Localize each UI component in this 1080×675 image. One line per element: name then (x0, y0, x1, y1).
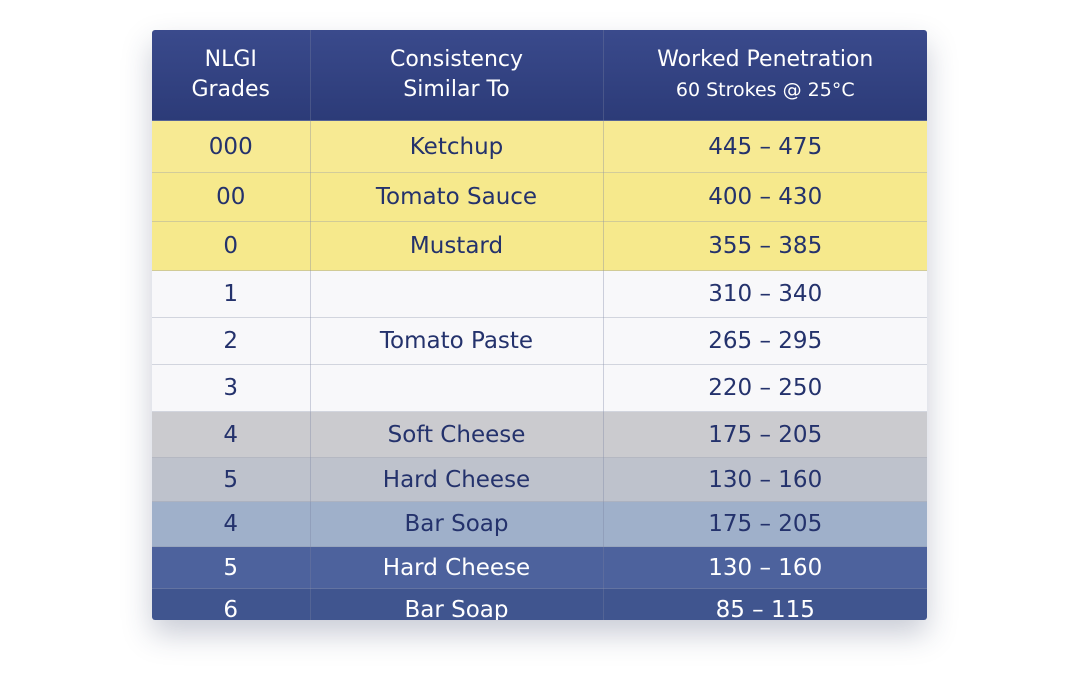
row: 000 Ketchup 445 – 475 (152, 120, 927, 173)
cell: 130 – 160 (603, 546, 927, 589)
cell: 5 (152, 546, 311, 589)
cell: Ketchup (310, 120, 604, 173)
row: 2 Tomato Paste 265 – 295 (152, 317, 927, 365)
header-text: Similar To (403, 77, 510, 102)
cell: 175 – 205 (603, 411, 927, 458)
cell: 400 – 430 (603, 172, 927, 222)
cell: 3 (152, 364, 311, 412)
header-text: Grades (191, 77, 271, 102)
row: 3 220 – 250 (152, 364, 927, 412)
cell: 175 – 205 (603, 501, 927, 547)
cell: 00 (152, 172, 311, 222)
header-text: NLGI (204, 47, 257, 72)
cell: Hard Cheese (310, 546, 604, 589)
cell: Mustard (310, 221, 604, 271)
cell: 355 – 385 (603, 221, 927, 271)
header-row: NLGI Grades Consistency Similar To Worked … (152, 30, 927, 121)
row: 4 Bar Soap 175 – 205 (152, 501, 927, 547)
cell: 4 (152, 411, 311, 458)
cell: 85 – 115 (603, 588, 927, 620)
row: 0 Mustard 355 – 385 (152, 221, 927, 271)
row: 1 310 – 340 (152, 270, 927, 318)
cell: Bar Soap (310, 501, 604, 547)
cell: 130 – 160 (603, 457, 927, 502)
cell: Bar Soap (310, 588, 604, 620)
cell: 4 (152, 501, 311, 547)
header-cell: Consistency Similar To (310, 30, 604, 121)
cell: 000 (152, 120, 311, 173)
empty-cell (310, 364, 604, 412)
table-card: NLGI Grades Consistency Similar To Worked … (152, 30, 927, 620)
header-subtext: 60 Strokes @ 25°C (675, 79, 855, 101)
cell: 310 – 340 (603, 270, 927, 318)
cell: 1 (152, 270, 311, 318)
header-cell: Worked Penetration 60 Strokes @ 25°C (603, 30, 927, 121)
cell: 220 – 250 (603, 364, 927, 412)
cell: Tomato Paste (310, 317, 604, 365)
row: 5 Hard Cheese 130 – 160 (152, 546, 927, 589)
header-text: Worked Penetration (657, 47, 874, 72)
row: 5 Hard Cheese 130 – 160 (152, 457, 927, 502)
header-text: Consistency (389, 47, 524, 72)
empty-cell (310, 270, 604, 318)
cell: Soft Cheese (310, 411, 604, 458)
cell: 265 – 295 (603, 317, 927, 365)
header-cell: NLGI Grades (152, 30, 311, 121)
cell: 6 (152, 588, 311, 620)
row: 00 Tomato Sauce 400 – 430 (152, 172, 927, 222)
row: 4 Soft Cheese 175 – 205 (152, 411, 927, 458)
cell: 2 (152, 317, 311, 365)
cell: 0 (152, 221, 311, 271)
cell: 5 (152, 457, 311, 502)
row: 6 Bar Soap 85 – 115 (152, 588, 927, 620)
cell: Hard Cheese (310, 457, 604, 502)
cell: 445 – 475 (603, 120, 927, 173)
nlgi-table: NLGI Grades Consistency Similar To Worked … (152, 30, 927, 620)
cell: Tomato Sauce (310, 172, 604, 222)
